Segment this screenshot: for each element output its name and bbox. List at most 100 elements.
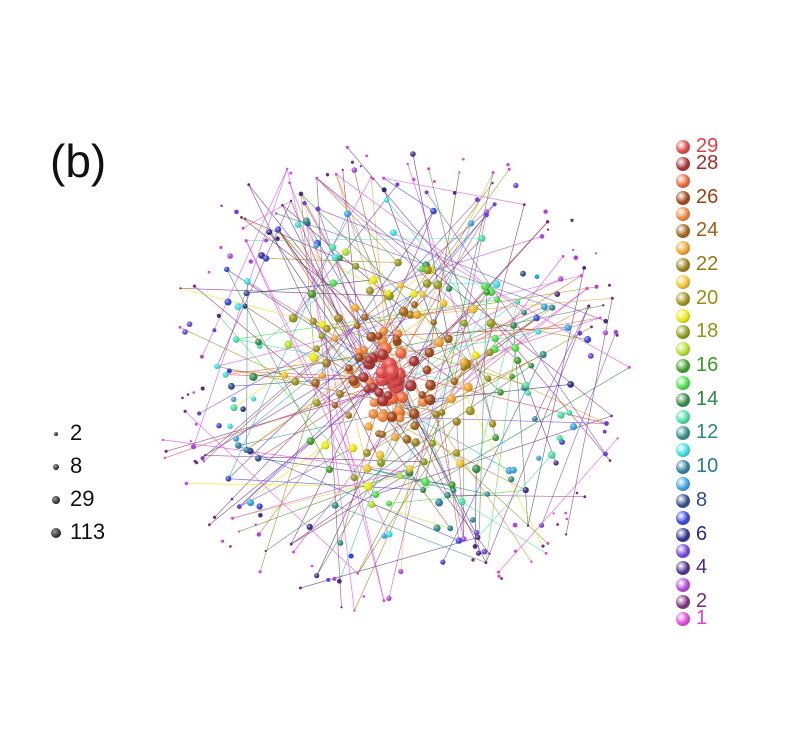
graph-nodes <box>162 145 631 612</box>
graph-node-shading <box>249 372 258 381</box>
graph-node-shading <box>434 337 444 347</box>
graph-node-shading <box>440 559 446 565</box>
graph-node-shading <box>459 358 469 367</box>
graph-node <box>310 564 314 568</box>
graph-node-shading <box>587 352 594 359</box>
graph-node-shading <box>423 265 432 275</box>
graph-node <box>216 313 221 318</box>
graph-edge <box>426 192 606 455</box>
level-legend-label: 20 <box>696 286 719 309</box>
graph-node <box>195 461 199 465</box>
graph-node <box>406 162 409 166</box>
graph-edge <box>239 445 326 507</box>
graph-node <box>254 523 257 527</box>
graph-node <box>163 456 166 460</box>
graph-edge <box>513 307 553 326</box>
graph-node-shading <box>421 477 430 487</box>
graph-node-shading <box>386 595 392 602</box>
graph-node <box>348 553 354 559</box>
graph-node-shading <box>460 536 467 542</box>
graph-node-shading <box>377 411 388 423</box>
graph-node <box>231 516 234 520</box>
graph-edge <box>414 288 588 426</box>
level-legend-label: 24 <box>696 219 719 242</box>
graph-node-shading <box>433 524 441 532</box>
graph-node <box>587 304 591 308</box>
graph-edge <box>216 200 292 367</box>
graph-node-shading <box>450 377 459 386</box>
graph-node <box>298 586 302 590</box>
graph-edge <box>265 365 532 552</box>
graph-node-shading <box>377 395 389 407</box>
graph-node <box>203 454 207 457</box>
graph-edge <box>239 382 371 507</box>
graph-edge <box>388 199 478 297</box>
graph-node-shading <box>275 226 282 233</box>
graph-node-shading <box>345 412 353 419</box>
graph-edge <box>366 326 592 454</box>
graph-node <box>353 609 356 612</box>
graph-node-shading <box>520 270 526 277</box>
graph-node <box>292 550 296 554</box>
graph-node-shading <box>528 362 535 369</box>
graph-edge <box>447 494 585 498</box>
graph-node <box>395 182 400 187</box>
graph-node <box>497 574 501 578</box>
graph-edge <box>326 286 597 330</box>
level-legend-label: 12 <box>696 421 719 444</box>
graph-node-shading <box>472 464 481 474</box>
graph-node <box>507 167 511 171</box>
level-legend-label: 22 <box>696 252 719 275</box>
graph-node <box>608 283 611 287</box>
graph-node <box>274 212 278 215</box>
graph-node-shading <box>230 404 238 412</box>
graph-node-shading <box>444 491 451 499</box>
graph-node <box>382 176 386 180</box>
graph-node-shading <box>460 319 468 327</box>
graph-node-shading <box>514 356 522 364</box>
level-legend-label: 29 <box>696 135 719 157</box>
level-dot-icon <box>676 140 690 154</box>
graph-node-shading <box>345 364 353 372</box>
graph-node-shading <box>243 290 250 297</box>
graph-node <box>565 517 569 521</box>
graph-edge <box>253 304 604 378</box>
graph-edge <box>392 275 582 395</box>
graph-edge <box>203 325 358 462</box>
graph-node <box>458 171 461 174</box>
graph-node <box>530 560 533 563</box>
graph-node-shading <box>331 401 339 409</box>
graph-node-shading <box>486 348 494 357</box>
graph-edge <box>316 292 488 576</box>
graph-node-shading <box>365 286 374 295</box>
graph-node <box>526 524 530 527</box>
graph-edge <box>379 317 601 358</box>
level-dot-icon <box>676 291 690 306</box>
graph-node-shading <box>402 434 412 444</box>
graph-edge <box>477 454 552 538</box>
graph-node-shading <box>486 318 496 328</box>
graph-node-shading <box>474 529 480 536</box>
graph-node <box>340 606 343 609</box>
graph-node <box>238 530 241 533</box>
graph-node-shading <box>307 289 317 299</box>
graph-node <box>572 248 575 252</box>
graph-edge <box>461 501 547 554</box>
graph-edge <box>382 434 451 529</box>
graph-node-shading <box>468 220 475 227</box>
graph-edge <box>290 443 433 545</box>
graph-node-shading <box>395 347 407 359</box>
level-legend-label: 28 <box>696 151 719 174</box>
level-legend-label: 14 <box>696 387 719 410</box>
graph-node-shading <box>280 371 288 379</box>
graph-node <box>226 368 232 374</box>
graph-node-shading <box>569 423 578 431</box>
level-dot-icon <box>676 578 690 593</box>
graph-node-shading <box>397 282 405 289</box>
graph-node-shading <box>509 373 515 380</box>
graph-edge <box>315 210 434 383</box>
graph-edge <box>291 472 410 545</box>
graph-node <box>337 578 342 584</box>
graph-edge <box>202 204 495 459</box>
graph-node-shading <box>323 325 331 333</box>
